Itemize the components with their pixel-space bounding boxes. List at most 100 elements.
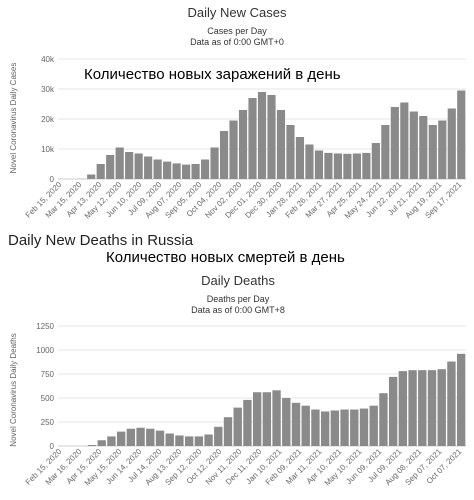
deaths-y-tick-label: 500 xyxy=(41,394,55,403)
cases-bar: Oct 18, 2020: 16000 xyxy=(219,131,229,179)
section-heading: Daily New Deaths in Russia xyxy=(8,232,194,249)
cases-bar: Nov 16, 2020: 23000 xyxy=(238,110,248,179)
deaths-bar: Sep 27, 2020: 120 xyxy=(204,434,213,446)
cases-bar: May 12, 2020: 10500 xyxy=(115,147,124,179)
deaths-bar: Jul 09, 2021: 720 xyxy=(388,376,398,446)
cases-bar: Mar 29, 2020: 1500 xyxy=(87,174,96,179)
cases-chart-subtitle: Cases per Day xyxy=(207,26,267,36)
cases-bar: Jul 21, 2021: 25500 xyxy=(400,102,409,179)
deaths-bar: Dec 11, 2020: 560 xyxy=(252,392,262,446)
cases-bar: Apr 27, 2020: 8000 xyxy=(106,155,115,179)
deaths-bar: Nov 11, 2020: 400 xyxy=(233,407,242,446)
deaths-bar: May 30, 2020: 180 xyxy=(126,428,136,446)
cases-bar: Dec 15, 2020: 29000 xyxy=(257,92,267,179)
cases-bar: Jun 24, 2020: 7500 xyxy=(144,156,153,179)
deaths-y-tick-label: 1250 xyxy=(36,322,54,331)
deaths-bar: Aug 28, 2020: 100 xyxy=(184,436,194,446)
deaths-bar: Apr 25, 2021: 380 xyxy=(340,409,349,446)
deaths-bar: May 25, 2021: 390 xyxy=(359,408,369,446)
cases-bar: Feb 11, 2021: 14000 xyxy=(295,137,305,179)
deaths-y-tick-label: 250 xyxy=(41,418,55,427)
deaths-bar: Aug 08, 2021: 790 xyxy=(408,370,417,446)
cases-bar: Jun 10, 2020: 8500 xyxy=(134,153,143,179)
cases-y-tick-label: 40k xyxy=(41,55,55,64)
deaths-bar: May 10, 2021: 380 xyxy=(350,409,359,446)
deaths-bar: Jan 10, 2021: 580 xyxy=(272,390,281,446)
deaths-y-tick-label: 0 xyxy=(50,442,55,451)
deaths-bar: Apr 15, 2020: 60 xyxy=(97,440,106,446)
cases-bar: Apr 13, 2020: 5000 xyxy=(96,164,105,179)
deaths-overlay-label: Количество новых смертей в день xyxy=(106,249,345,266)
cases-bar: Sep 02, 2021: 18000 xyxy=(428,125,437,179)
deaths-bar: Apr 10, 2021: 370 xyxy=(330,410,340,446)
cases-bar: Jul 06, 2021: 24000 xyxy=(390,107,399,179)
daily-cases-chart: Daily New Cases Cases per Day Data as of… xyxy=(9,5,466,221)
cases-y-tick-label: 30k xyxy=(41,85,55,94)
cases-bar: May 26, 2020: 9000 xyxy=(125,152,134,179)
deaths-bar: Feb 09, 2021: 450 xyxy=(291,402,301,446)
deaths-bar: Oct 14, 2021: 960 xyxy=(456,353,466,446)
deaths-bar: May 15, 2020: 150 xyxy=(116,431,126,446)
cases-y-axis-label: Novel Coronavirus Daily Cases xyxy=(9,63,18,174)
deaths-y-axis-label: Novel Coronavirus Daily Deaths xyxy=(9,333,18,446)
cases-bar: Mar 12, 2021: 9500 xyxy=(314,150,324,179)
cases-bar: May 09, 2021: 8500 xyxy=(352,153,361,179)
cases-bar: Aug 07, 2020: 5200 xyxy=(172,163,181,179)
cases-bar: Sep 19, 2020: 6500 xyxy=(200,159,210,179)
cases-bar: May 24, 2021: 8700 xyxy=(362,152,371,179)
cases-chart-title: Daily New Cases xyxy=(188,5,287,20)
deaths-bar: Apr 30, 2020: 100 xyxy=(107,436,116,446)
cases-bar: Jun 22, 2021: 18000 xyxy=(381,125,390,179)
deaths-bar: Mar 26, 2021: 360 xyxy=(320,411,330,446)
deaths-bar: Oct 07, 2021: 880 xyxy=(447,361,456,446)
cases-bar: Sep 05, 2020: 5000 xyxy=(191,164,200,179)
cases-bar: Nov 02, 2020: 19500 xyxy=(229,120,238,179)
deaths-bar: Sep 22, 2021: 800 xyxy=(437,369,446,446)
cases-overlay-label: Количество новых заражений в день xyxy=(84,66,341,83)
deaths-y-tick-label: 750 xyxy=(41,370,55,379)
deaths-bar: Mar 11, 2021: 380 xyxy=(311,409,320,446)
cases-bar: Aug 04, 2021: 22500 xyxy=(409,111,418,179)
deaths-bar: Aug 23, 2021: 790 xyxy=(418,370,427,446)
deaths-bar: Jun 29, 2020: 180 xyxy=(146,428,155,446)
deaths-bar: Jul 14, 2020: 160 xyxy=(155,430,165,446)
deaths-bar: Jun 09, 2021: 420 xyxy=(369,405,378,446)
deaths-bar: Sep 07, 2021: 790 xyxy=(427,370,437,446)
cases-bar: Jul 09, 2020: 6500 xyxy=(153,159,162,179)
deaths-bar: Oct 27, 2020: 300 xyxy=(223,417,233,446)
deaths-y-tick-label: 1000 xyxy=(36,346,54,355)
deaths-chart-title: Daily Deaths xyxy=(201,273,275,288)
cases-y-tick-label: 10k xyxy=(41,145,55,154)
cases-bar: Oct 01, 2021: 23500 xyxy=(447,108,456,179)
cases-bar: Sep 17, 2021: 19500 xyxy=(438,120,447,179)
cases-bar: Mar 27, 2021: 8700 xyxy=(324,152,333,179)
cases-bar: Oct 04, 2020: 10500 xyxy=(210,147,219,179)
cases-bar: Apr 10, 2021: 8500 xyxy=(333,153,342,179)
deaths-bar: Sep 12, 2020: 100 xyxy=(194,436,204,446)
deaths-bar: Jul 24, 2021: 780 xyxy=(398,371,408,446)
deaths-chart-subtitle: Deaths per Day xyxy=(207,294,270,304)
cases-y-tick-label: 0 xyxy=(50,175,55,184)
cases-bar: Jan 28, 2021: 18000 xyxy=(286,125,295,179)
cases-bar: Aug 21, 2020: 4800 xyxy=(182,164,191,179)
deaths-bar: Jun 14, 2020: 190 xyxy=(136,427,145,446)
deaths-bar: Jun 24, 2021: 550 xyxy=(379,393,388,446)
deaths-bar: Mar 31, 2020: 10 xyxy=(87,445,97,446)
deaths-bar: Aug 13, 2020: 110 xyxy=(175,435,184,446)
daily-deaths-chart: Количество новых смертей в день Daily De… xyxy=(9,249,466,488)
deaths-chart-data-date: Data as of 0:00 GMT+8 xyxy=(191,305,285,315)
deaths-bar: Nov 26, 2020: 480 xyxy=(243,399,252,446)
deaths-bar: Feb 24, 2021: 420 xyxy=(301,405,310,446)
deaths-bar: Oct 12, 2020: 200 xyxy=(214,426,223,446)
cases-bar: Jul 23, 2020: 5800 xyxy=(163,161,172,179)
deaths-bar: Jul 29, 2020: 130 xyxy=(165,433,174,446)
cases-bar: Oct 09, 2021: 29500 xyxy=(457,90,466,179)
cases-bar: Feb 26, 2021: 11500 xyxy=(305,144,314,179)
cases-bar: Dec 01, 2020: 27000 xyxy=(248,98,257,179)
cases-bar: Apr 25, 2021: 8400 xyxy=(343,153,352,179)
cases-bar: Jan 13, 2021: 23000 xyxy=(276,110,286,179)
cases-bar: Dec 30, 2020: 28000 xyxy=(267,95,276,179)
cases-y-tick-label: 20k xyxy=(41,115,55,124)
deaths-bar: Jan 25, 2021: 500 xyxy=(282,398,291,446)
cases-bar: Aug 19, 2021: 21000 xyxy=(419,116,428,179)
